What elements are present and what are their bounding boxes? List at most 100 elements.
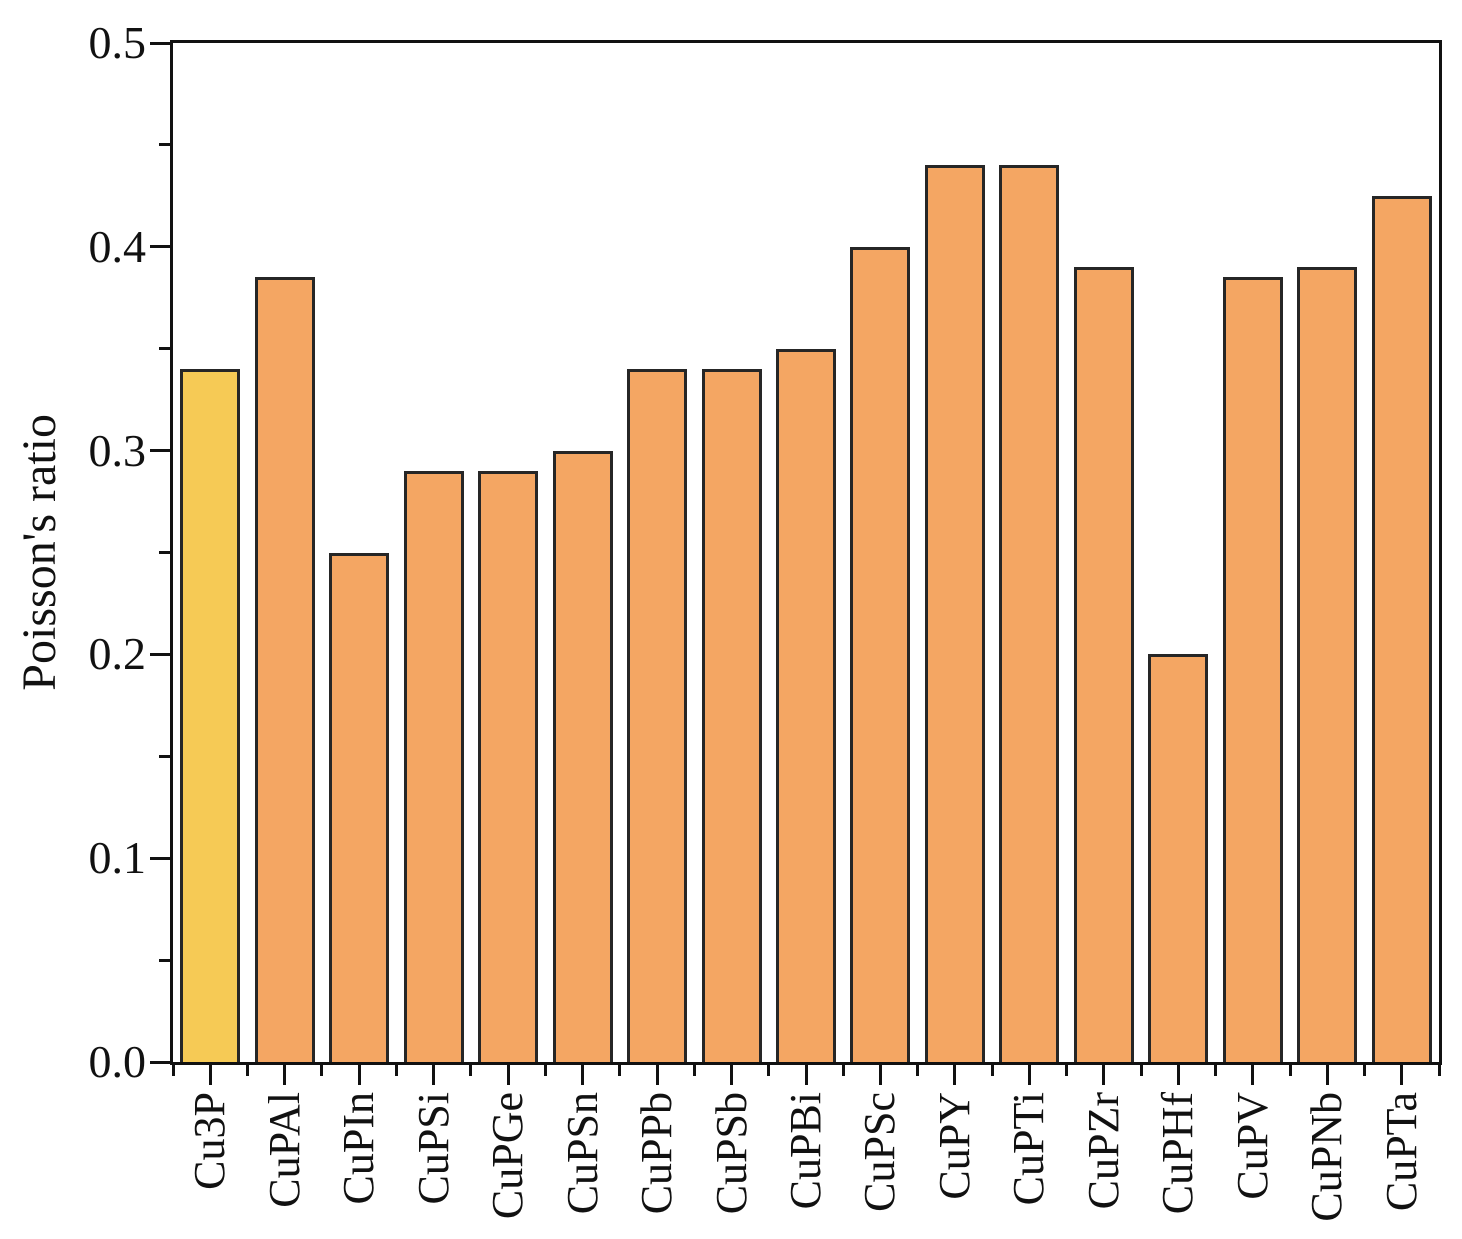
- x-tick-label: CuPSn: [557, 1092, 607, 1219]
- x-major-tick: [506, 1065, 510, 1085]
- x-minor-tick: [171, 1065, 175, 1076]
- bar-cupsn: [552, 450, 613, 1062]
- x-minor-tick: [767, 1065, 771, 1076]
- x-minor-tick: [1363, 1065, 1367, 1076]
- x-tick-label: CuPNb: [1302, 1092, 1352, 1227]
- x-minor-tick: [1065, 1065, 1069, 1076]
- x-major-tick: [208, 1065, 212, 1085]
- x-tick-label-text: CuPPb: [632, 1092, 682, 1215]
- y-major-tick: [150, 245, 170, 249]
- x-major-tick: [804, 1065, 808, 1085]
- bar-cuphf: [1148, 654, 1209, 1062]
- x-minor-tick: [692, 1065, 696, 1076]
- x-major-tick: [1400, 1065, 1404, 1085]
- x-major-tick: [432, 1065, 436, 1085]
- x-tick-label: CuPGe: [483, 1092, 533, 1224]
- x-tick-label: CuPBi: [781, 1092, 830, 1214]
- y-major-tick: [150, 449, 170, 453]
- y-major-tick: [150, 1060, 170, 1064]
- x-major-tick: [1251, 1065, 1255, 1085]
- bar-cu3p: [180, 369, 241, 1062]
- bar-cupsi: [403, 470, 464, 1062]
- x-minor-tick: [1437, 1065, 1441, 1076]
- bar-cupnb: [1297, 267, 1358, 1062]
- x-major-tick: [730, 1065, 734, 1085]
- x-tick-label-text: CuPSi: [408, 1092, 458, 1205]
- bar-cupsb: [701, 369, 762, 1062]
- y-minor-tick: [159, 347, 170, 351]
- y-minor-tick: [159, 754, 170, 758]
- x-minor-tick: [245, 1065, 249, 1076]
- x-tick-label-text: CuPTa: [1376, 1092, 1426, 1212]
- x-minor-tick: [990, 1065, 994, 1076]
- x-tick-label: CuPY: [929, 1092, 979, 1205]
- x-tick-label: CuPSi: [408, 1092, 458, 1210]
- x-major-tick: [1176, 1065, 1180, 1085]
- bar-cuppb: [627, 369, 688, 1062]
- bar-cupin: [329, 552, 390, 1062]
- x-minor-tick: [1214, 1065, 1218, 1076]
- x-tick-label-text: CuPSc: [855, 1092, 905, 1212]
- y-tick-label: 0.4: [88, 220, 147, 272]
- x-major-tick: [1027, 1065, 1031, 1085]
- x-tick-label-text: CuPAl: [259, 1092, 309, 1208]
- y-tick-label: 0.5: [88, 17, 147, 68]
- bar-cupal: [254, 277, 315, 1062]
- x-minor-tick: [1288, 1065, 1292, 1076]
- x-major-tick: [357, 1065, 361, 1085]
- bar-cupbi: [776, 348, 836, 1062]
- x-minor-tick: [618, 1065, 622, 1076]
- y-major-tick: [150, 41, 170, 45]
- x-tick-label: CuPHf: [1153, 1092, 1203, 1219]
- x-tick-label-text: CuPBi: [781, 1092, 830, 1210]
- bar-cupge: [478, 470, 539, 1062]
- x-major-tick: [283, 1065, 287, 1085]
- x-major-tick: [953, 1065, 957, 1085]
- x-major-tick: [1325, 1065, 1329, 1085]
- y-major-tick: [150, 856, 170, 860]
- bar-cupy: [924, 165, 985, 1062]
- y-tick-label: 0.3: [88, 424, 147, 476]
- bar-cupta: [1371, 195, 1432, 1062]
- x-major-tick: [655, 1065, 659, 1085]
- x-tick-label: CuPTa: [1376, 1092, 1426, 1216]
- x-minor-tick: [1139, 1065, 1143, 1076]
- x-minor-tick: [841, 1065, 845, 1076]
- y-minor-tick: [159, 958, 170, 962]
- x-tick-label-text: CuPGe: [483, 1092, 533, 1220]
- x-tick-label: CuPPb: [632, 1092, 682, 1219]
- bar-cupzr: [1073, 267, 1134, 1062]
- x-minor-tick: [394, 1065, 398, 1076]
- x-minor-tick: [469, 1065, 473, 1076]
- x-tick-label: CuPSb: [706, 1092, 756, 1219]
- x-tick-label: CuPZr: [1078, 1092, 1128, 1214]
- bar-cupti: [999, 165, 1060, 1062]
- x-tick-label-text: CuPSb: [706, 1092, 756, 1215]
- x-tick-label: CuPAl: [259, 1092, 309, 1213]
- x-tick-label-text: CuPY: [929, 1092, 979, 1200]
- y-tick-label: 0.2: [88, 628, 147, 680]
- x-major-tick: [878, 1065, 882, 1085]
- x-tick-label-text: CuPSn: [557, 1092, 607, 1215]
- x-tick-label-text: CuPIn: [334, 1092, 384, 1205]
- bar-cupv: [1222, 277, 1283, 1062]
- y-tick-label: 0.1: [88, 832, 147, 884]
- x-tick-label: CuPV: [1227, 1092, 1277, 1205]
- x-tick-label-text: CuPTi: [1004, 1092, 1054, 1206]
- x-tick-label-text: CuPHf: [1153, 1092, 1203, 1215]
- x-major-tick: [1102, 1065, 1106, 1085]
- bar-cupsc: [850, 246, 911, 1062]
- x-minor-tick: [320, 1065, 324, 1076]
- x-tick-label-text: CuPNb: [1302, 1092, 1352, 1222]
- y-major-tick: [150, 652, 170, 656]
- x-tick-label: CuPIn: [334, 1092, 384, 1209]
- y-minor-tick: [159, 143, 170, 147]
- x-tick-label: Cu3P: [185, 1092, 235, 1195]
- x-tick-label: CuPSc: [855, 1092, 905, 1217]
- x-tick-label-text: CuPZr: [1078, 1092, 1128, 1210]
- plot-area: [170, 40, 1442, 1065]
- x-tick-label-text: CuPV: [1227, 1092, 1277, 1200]
- y-axis-title: Poisson's ratio: [8, 43, 72, 1062]
- x-tick-label-text: Cu3P: [185, 1092, 235, 1190]
